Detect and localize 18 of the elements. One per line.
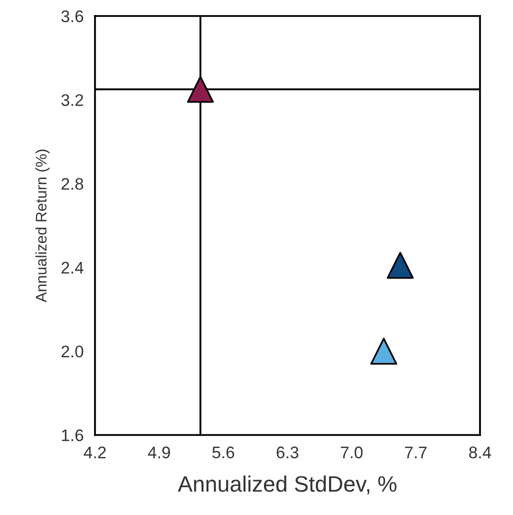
x-tick-label: 7.7 [405, 446, 427, 458]
y-tick-label: 2.0 [62, 346, 84, 358]
x-tick-label: 6.3 [276, 446, 298, 458]
y-tick-label: 2.8 [62, 178, 84, 190]
x-tick-label: 7.0 [340, 446, 363, 458]
x-tick-label: 5.6 [212, 446, 234, 458]
x-tick-label: 4.9 [148, 446, 170, 458]
x-tick-label: 4.2 [84, 446, 106, 458]
y-axis-title: Annualized Return (%) [35, 150, 50, 302]
point [386, 252, 414, 279]
x-axis-title: Annualized StdDev, % [178, 476, 396, 494]
x-tick-label: 8.4 [469, 446, 492, 458]
y-tick-label: 2.4 [62, 262, 84, 274]
point [186, 76, 214, 103]
y-tick-label: 3.6 [61, 10, 84, 22]
y-tick-label: 3.2 [61, 94, 84, 106]
point [370, 338, 398, 365]
y-tick-label: 1.6 [62, 429, 84, 442]
